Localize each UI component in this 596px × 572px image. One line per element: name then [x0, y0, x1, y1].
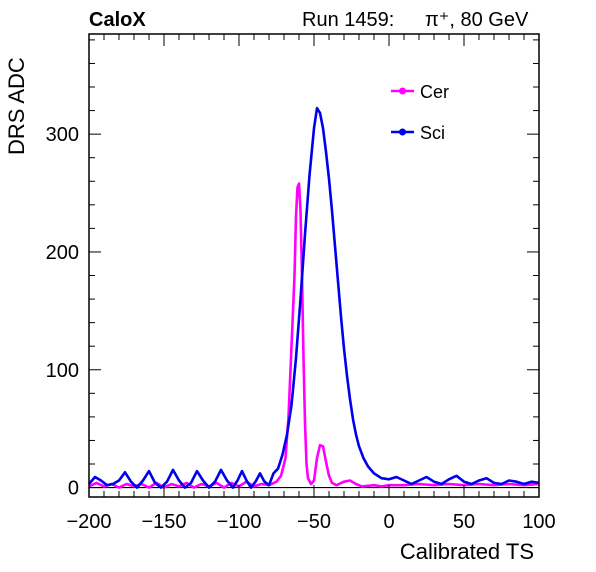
x-tick-label: −150 [141, 511, 186, 533]
legend: Cer Sci [391, 82, 449, 143]
particle-label: π⁺, 80 GeV [425, 9, 529, 31]
legend-marker-sci [399, 128, 406, 136]
y-tick-label: 100 [46, 360, 79, 382]
tick-labels: −200 −150 −100 −50 0 50 100 0 100 200 300 [46, 124, 556, 533]
series-line-cer [88, 182, 540, 489]
legend-marker-cer [399, 87, 406, 95]
legend-label-cer: Cer [420, 82, 449, 102]
y-tick-label: 200 [46, 242, 79, 264]
x-tick-label: 100 [522, 511, 555, 533]
plot-frame [88, 33, 540, 498]
y-axis-title: DRS ADC [4, 57, 29, 155]
x-tick-label: −100 [216, 511, 261, 533]
y-tick-label: 0 [68, 478, 79, 500]
series-line-sci [88, 106, 540, 489]
brand-label: CaloX [89, 9, 146, 31]
x-tick-label: −50 [297, 511, 331, 533]
x-axis-title: Calibrated TS [400, 539, 534, 564]
x-tick-label: 0 [383, 511, 394, 533]
x-tick-label: 50 [453, 511, 475, 533]
y-tick-label: 300 [46, 124, 79, 146]
axis-ticks [88, 34, 540, 497]
plot-area [88, 106, 540, 489]
legend-label-sci: Sci [420, 123, 445, 143]
x-tick-label: −200 [66, 511, 111, 533]
run-label: Run 1459: [302, 9, 394, 31]
